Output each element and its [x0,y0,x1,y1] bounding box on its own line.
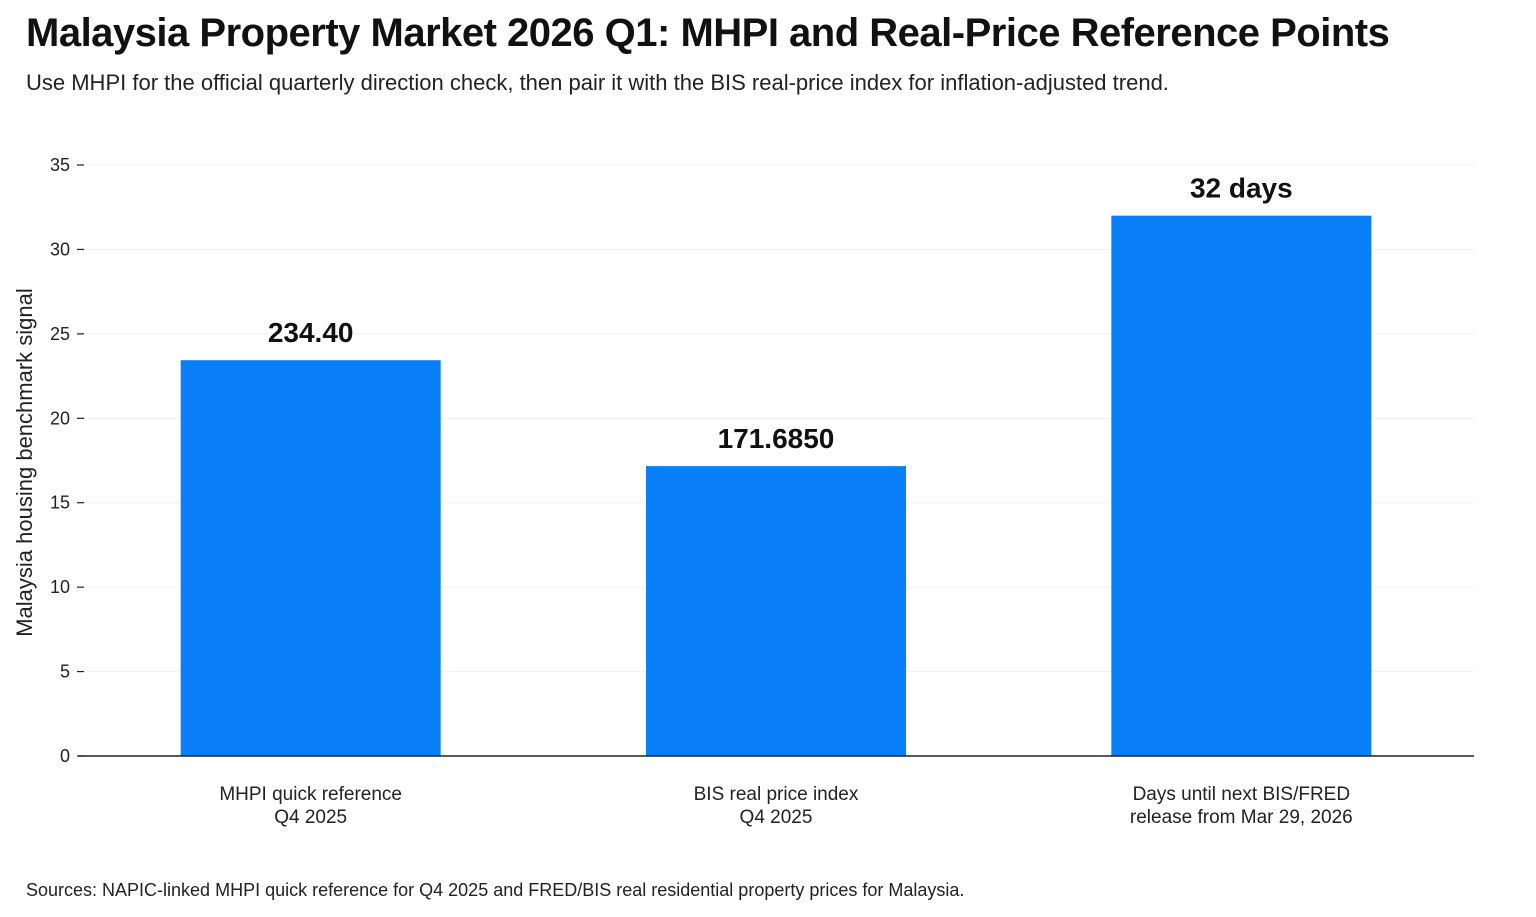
y-tick-label: 30 [50,239,70,259]
data-label: 234.40 [268,317,354,348]
data-labels: 234.40 171.6850 32 days [268,173,1293,454]
x-tick-label: Q4 2025 [274,807,347,828]
y-axis-title: Malaysia housing benchmark signal [12,288,37,637]
y-tick-label: 0 [60,746,70,766]
bar [646,466,906,756]
y-axis-ticks: 0 5 10 15 20 25 30 35 [50,155,84,766]
y-tick-label: 15 [50,493,70,513]
chart-title: Malaysia Property Market 2026 Q1: MHPI a… [26,11,1390,55]
y-tick-label: 35 [50,155,70,175]
x-tick-label: BIS real price index [694,784,859,805]
bars [180,215,1372,756]
chart-subtitle: Use MHPI for the official quarterly dire… [26,70,1169,95]
bar [180,360,441,756]
y-tick-label: 10 [50,577,70,597]
y-tick-label: 25 [50,324,70,344]
x-tick-label: MHPI quick reference [219,784,402,805]
data-label: 32 days [1190,173,1293,204]
x-tick-label: Days until next BIS/FRED [1133,784,1351,805]
x-tick-label: Q4 2025 [740,807,813,828]
bar [1111,215,1372,756]
source-note: Sources: NAPIC-linked MHPI quick referen… [26,880,965,900]
y-tick-label: 5 [60,662,70,682]
y-tick-label: 20 [50,408,70,428]
x-tick-label: release from Mar 29, 2026 [1130,807,1353,828]
data-label: 171.6850 [718,423,835,454]
